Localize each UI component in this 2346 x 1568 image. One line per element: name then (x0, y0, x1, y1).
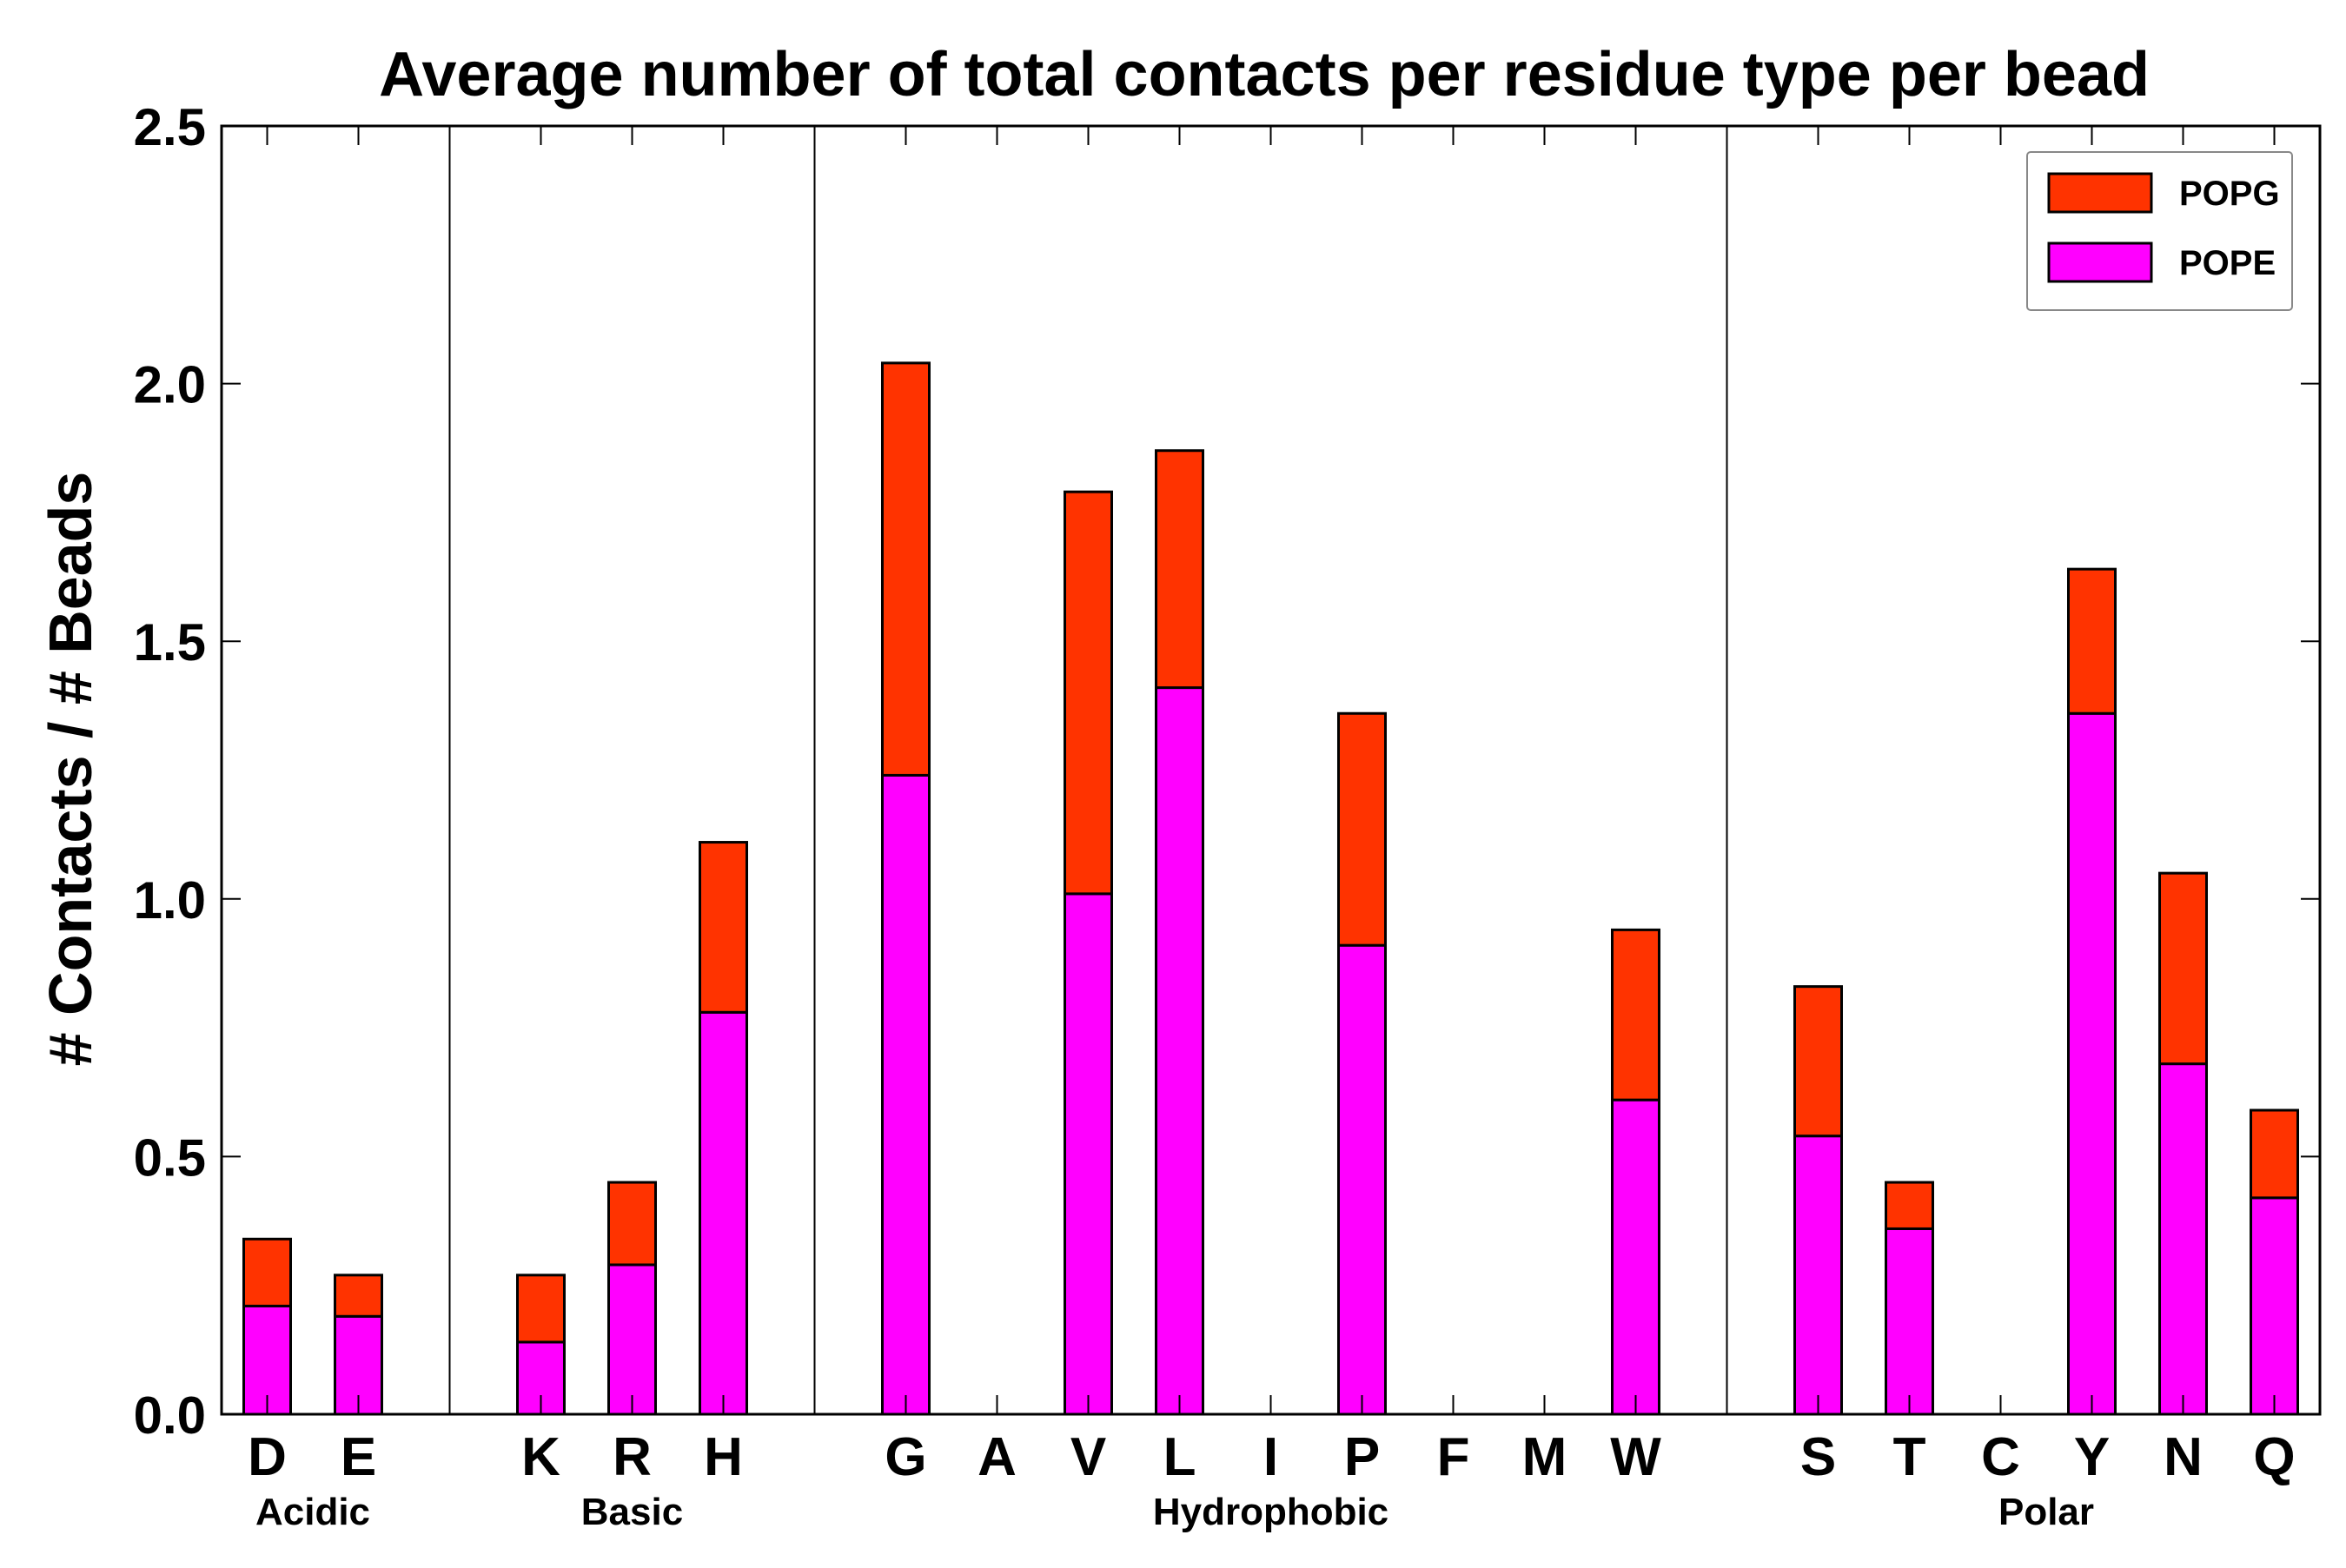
bar-popg-L (1155, 449, 1204, 690)
x-tick-label-Q: Q (2253, 1427, 2295, 1487)
x-tick-label-D: D (248, 1427, 287, 1487)
x-tick-label-A: A (978, 1427, 1017, 1487)
bar-pope-T (1885, 1227, 1934, 1416)
bar-pope-S (1793, 1135, 1843, 1416)
bar-popg-R (607, 1181, 657, 1267)
bar-popg-T (1885, 1181, 1934, 1230)
group-label-hydrophobic: Hydrophobic (1153, 1491, 1388, 1533)
bar-pope-P (1337, 943, 1387, 1416)
bar-popg-N (2158, 871, 2208, 1066)
group-label-polar: Polar (1998, 1491, 2094, 1533)
bar-popg-P (1337, 711, 1387, 947)
bar-pope-Y (2067, 711, 2117, 1416)
x-tick-label-F: F (1437, 1427, 1470, 1487)
bar-pope-W (1611, 1098, 1660, 1416)
x-tick-label-N: N (2164, 1427, 2203, 1487)
bar-pope-Q (2250, 1196, 2299, 1416)
group-label-basic: Basic (581, 1491, 683, 1533)
x-tick-label-G: G (885, 1427, 926, 1487)
x-tick-label-R: R (613, 1427, 652, 1487)
bar-popg-S (1793, 985, 1843, 1138)
bar-popg-Y (2067, 567, 2117, 715)
x-tick-label-L: L (1163, 1427, 1196, 1487)
y-tick-label: 0.0 (134, 1386, 206, 1445)
x-tick-label-V: V (1070, 1427, 1106, 1487)
x-tick-label-E: E (341, 1427, 376, 1487)
legend-swatch-popg (2047, 172, 2153, 214)
x-tick-label-P: P (1344, 1427, 1380, 1487)
y-tick-label: 1.0 (134, 871, 206, 930)
plot-frame (220, 124, 2322, 1416)
y-tick-label: 2.5 (134, 98, 206, 156)
bar-popg-W (1611, 928, 1660, 1102)
bar-pope-G (881, 773, 931, 1416)
x-tick-label-Y: Y (2074, 1427, 2110, 1487)
bar-pope-L (1155, 686, 1204, 1416)
x-tick-label-M: M (1522, 1427, 1567, 1487)
bar-pope-R (607, 1263, 657, 1416)
x-tick-label-C: C (1981, 1427, 2020, 1487)
legend: POPG POPE (2026, 151, 2293, 311)
x-tick-label-H: H (704, 1427, 743, 1487)
x-tick-label-W: W (1610, 1427, 1661, 1487)
bar-popg-H (699, 841, 748, 1014)
x-tick-label-S: S (1800, 1427, 1836, 1487)
chart-title: Average number of total contacts per res… (379, 40, 2150, 109)
legend-label-popg: POPG (2179, 175, 2280, 213)
bar-pope-V (1064, 892, 1113, 1416)
legend-label-pope: POPE (2179, 244, 2276, 282)
bar-popg-Q (2250, 1108, 2299, 1200)
bar-popg-K (516, 1274, 566, 1344)
bar-popg-D (242, 1237, 292, 1307)
y-tick-label: 1.5 (134, 613, 206, 672)
bar-popg-E (334, 1274, 383, 1318)
y-axis-label: # Contacts / # Beads (36, 472, 104, 1067)
bar-pope-N (2158, 1062, 2208, 1416)
bar-popg-G (881, 361, 931, 777)
legend-swatch-pope (2047, 241, 2153, 283)
y-tick-label: 2.0 (134, 356, 206, 414)
bar-popg-V (1064, 490, 1113, 896)
group-label-acidic: Acidic (255, 1491, 370, 1533)
x-tick-label-T: T (1893, 1427, 1926, 1487)
bar-pope-H (699, 1010, 748, 1416)
x-tick-label-K: K (521, 1427, 560, 1487)
x-tick-label-I: I (1263, 1427, 1278, 1487)
y-tick-label: 0.5 (134, 1128, 206, 1187)
